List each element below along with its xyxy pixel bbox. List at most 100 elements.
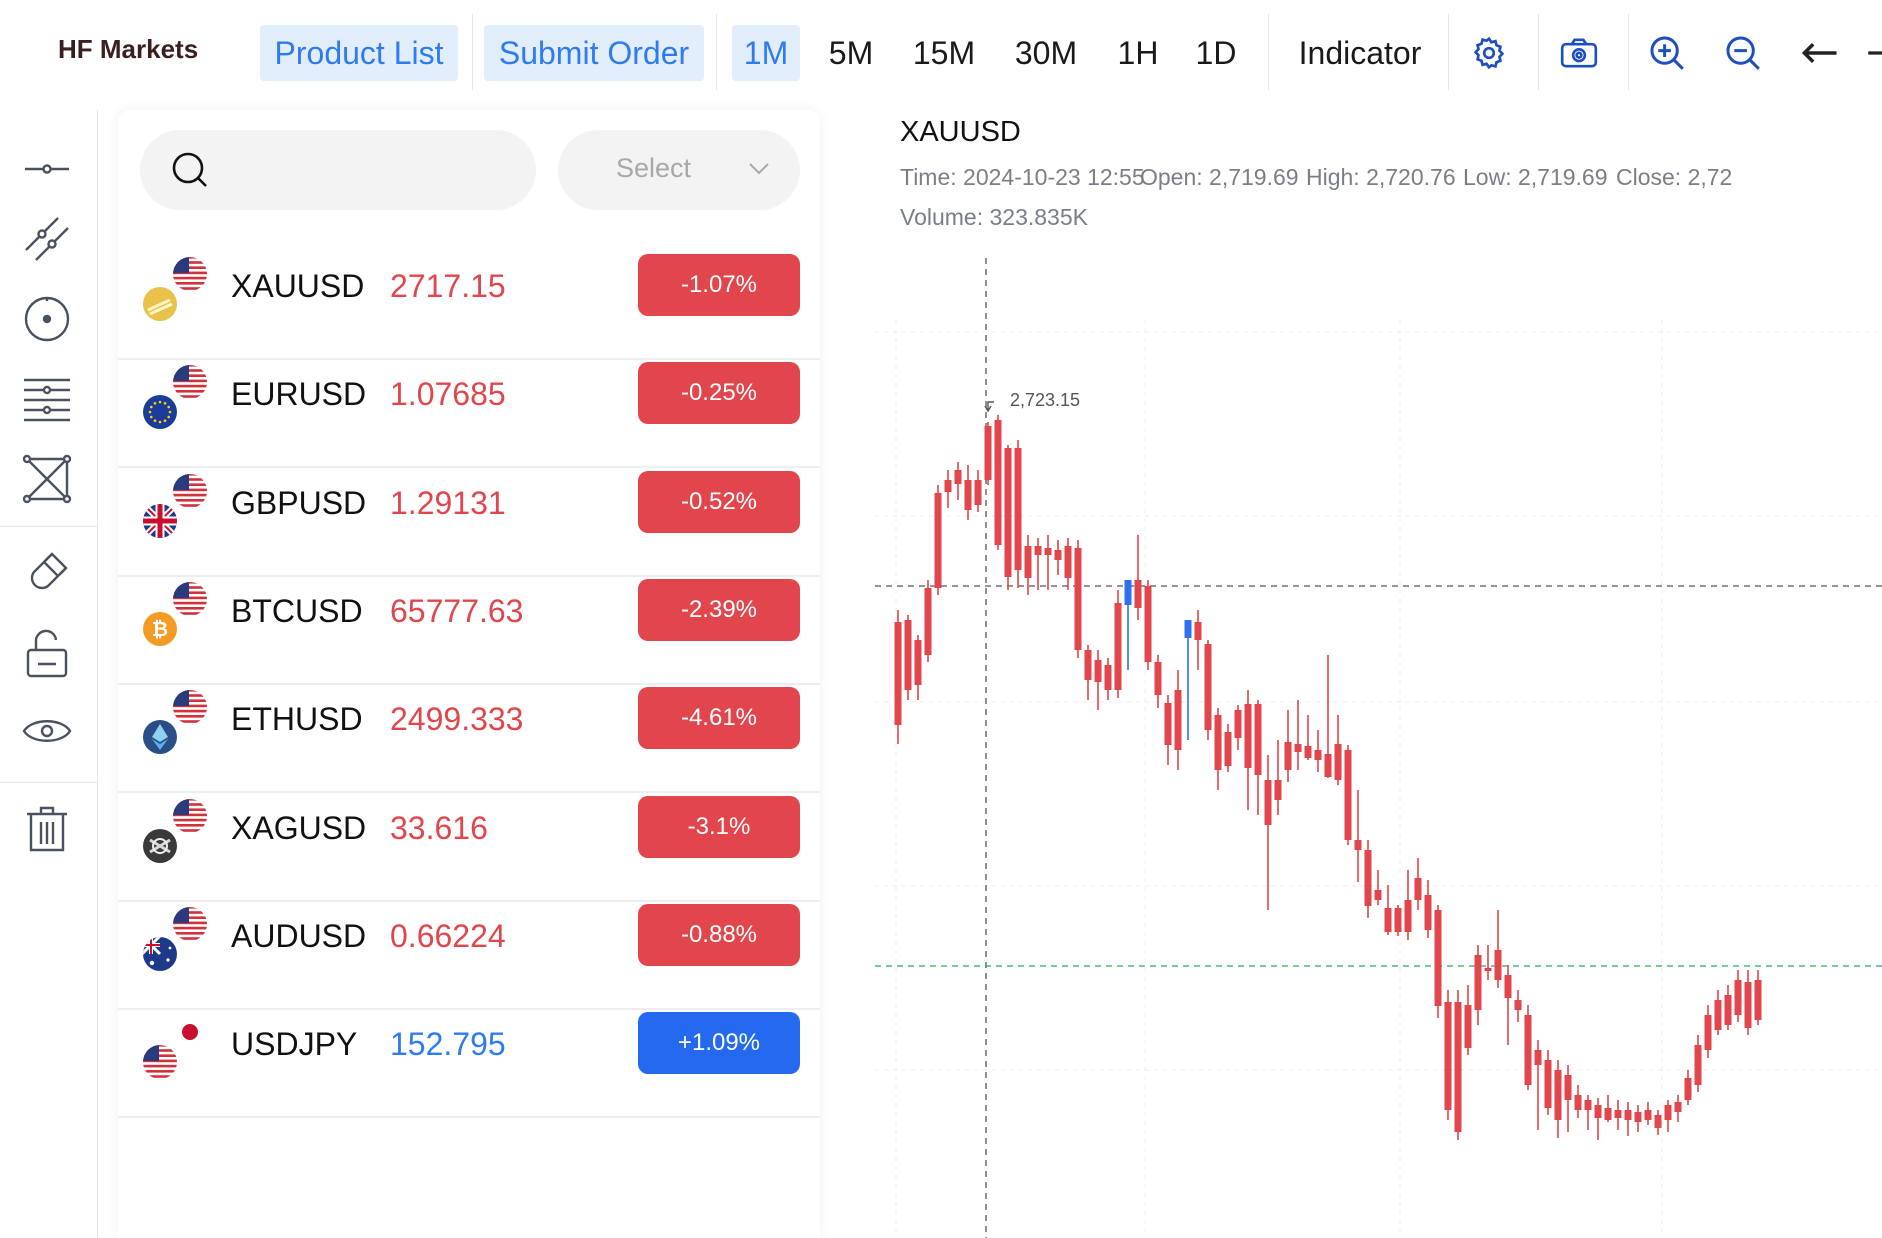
pair-flags-icon bbox=[143, 690, 207, 755]
candle-down bbox=[1374, 890, 1382, 900]
product-row-ethusd[interactable]: ETHUSD 2499.333 -4.61% bbox=[118, 663, 820, 794]
jp-flag-icon bbox=[173, 1015, 207, 1050]
product-symbol: XAGUSD bbox=[231, 809, 367, 846]
ohlc-time: Time: 2024-10-23 12:55 bbox=[900, 164, 1145, 190]
candle-down bbox=[1084, 650, 1092, 680]
scroll-left-arrow-icon[interactable] bbox=[1796, 30, 1842, 76]
product-row-usdjpy[interactable]: USDJPY 152.795 +1.09% bbox=[118, 988, 820, 1119]
horizontal-line-tool-icon[interactable] bbox=[20, 142, 74, 196]
change-badge[interactable]: -2.39% bbox=[638, 578, 800, 641]
submit-order-button[interactable]: Submit Order bbox=[484, 25, 704, 81]
candlestick-chart[interactable]: 2,723.15 XAUUSD Time: 2024-10-23 12:55 O… bbox=[840, 110, 1882, 1238]
change-badge[interactable]: -0.52% bbox=[638, 470, 800, 533]
trend-lines-tool-icon[interactable] bbox=[20, 212, 74, 266]
settings-gear-icon[interactable] bbox=[1466, 30, 1512, 76]
search-icon bbox=[172, 152, 207, 187]
toolbar-divider bbox=[1538, 14, 1539, 90]
ohlc-close: Close: 2,72 bbox=[1616, 164, 1733, 190]
product-row-xauusd[interactable]: XAUUSD 2717.15 -1.07% bbox=[118, 230, 820, 360]
pair-flags-icon bbox=[143, 1015, 207, 1080]
gold-coin-icon bbox=[143, 287, 177, 321]
indicator-button[interactable]: Indicator bbox=[1298, 35, 1422, 71]
product-symbol: AUDUSD bbox=[231, 917, 367, 954]
eye-visibility-icon[interactable] bbox=[20, 704, 74, 758]
timeframe-1d[interactable]: 1D bbox=[1195, 35, 1237, 71]
candle-down bbox=[1354, 840, 1362, 850]
us-flag-icon bbox=[173, 257, 207, 291]
product-symbol: ETHUSD bbox=[231, 701, 363, 738]
change-badge[interactable]: +1.09% bbox=[638, 1012, 800, 1075]
candle-down bbox=[1244, 704, 1252, 768]
change-badge[interactable]: -4.61% bbox=[638, 687, 800, 750]
candle-down bbox=[1094, 660, 1102, 682]
change-badge[interactable]: -1.07% bbox=[638, 254, 800, 316]
timeframe-1m[interactable]: 1M bbox=[732, 25, 800, 81]
search-input[interactable] bbox=[140, 130, 536, 210]
candle-down bbox=[1334, 744, 1342, 780]
candle-down bbox=[1324, 754, 1332, 777]
product-price: 33.616 bbox=[390, 809, 488, 846]
product-row-gbpusd[interactable]: GBPUSD 1.29131 -0.52% bbox=[118, 447, 820, 577]
candle-down bbox=[1494, 950, 1502, 980]
chart-canvas[interactable]: 2,723.15 bbox=[840, 110, 1882, 1238]
candle-up bbox=[1124, 580, 1132, 605]
fibonacci-levels-tool-icon[interactable] bbox=[20, 372, 74, 426]
trash-delete-icon[interactable] bbox=[20, 802, 74, 856]
candle-down bbox=[1424, 895, 1432, 930]
category-select[interactable]: Select bbox=[558, 130, 800, 210]
candle-down bbox=[1054, 550, 1062, 560]
drawing-tool-rail bbox=[0, 110, 98, 1238]
candle-down bbox=[924, 588, 932, 655]
xabcd-pattern-tool-icon[interactable] bbox=[20, 452, 74, 506]
candle-down bbox=[1404, 900, 1412, 932]
unlock-icon[interactable] bbox=[20, 626, 74, 680]
product-row-audusd[interactable]: AUDUSD 0.66224 -0.88% bbox=[118, 880, 820, 1010]
candle-down bbox=[1434, 910, 1442, 1006]
candle-down bbox=[1294, 744, 1302, 752]
product-row-btcusd[interactable]: ₿ BTCUSD 65777.63 -2.39% bbox=[118, 555, 820, 685]
candle-down bbox=[1274, 780, 1282, 800]
product-price: 152.795 bbox=[390, 1026, 506, 1063]
pair-flags-icon bbox=[143, 257, 207, 321]
candle-down bbox=[1254, 704, 1262, 775]
candle-down bbox=[1754, 980, 1762, 1020]
pair-flags-icon: ₿ bbox=[143, 581, 207, 646]
product-list-button[interactable]: Product List bbox=[260, 25, 458, 81]
candle-down bbox=[1534, 1050, 1542, 1065]
change-badge[interactable]: -0.25% bbox=[638, 362, 800, 425]
candle-down bbox=[1264, 780, 1272, 825]
candle-down bbox=[894, 622, 902, 725]
change-badge[interactable]: -3.1% bbox=[638, 795, 800, 858]
timeframe-1h[interactable]: 1H bbox=[1117, 35, 1159, 71]
candle-down bbox=[1364, 850, 1372, 906]
product-row-xagusd[interactable]: XAGUSD 33.616 -3.1% bbox=[118, 772, 820, 902]
timeframe-5m[interactable]: 5M bbox=[828, 35, 874, 71]
candle-down bbox=[934, 493, 942, 588]
candle-down bbox=[914, 640, 922, 685]
change-badge[interactable]: -0.88% bbox=[638, 903, 800, 966]
timeframe-15m[interactable]: 15M bbox=[912, 35, 976, 71]
rail-divider bbox=[0, 526, 98, 527]
select-label: Select bbox=[616, 153, 692, 183]
timeframe-30m[interactable]: 30M bbox=[1014, 35, 1078, 71]
us-flag-icon bbox=[143, 1045, 177, 1080]
us-flag-icon bbox=[173, 581, 207, 616]
scroll-right-arrow-icon[interactable] bbox=[1860, 30, 1882, 76]
product-symbol: USDJPY bbox=[231, 1026, 358, 1063]
candle-down bbox=[1384, 908, 1392, 932]
product-price: 0.66224 bbox=[390, 917, 506, 954]
candle-down bbox=[1484, 968, 1492, 971]
circle-tool-icon[interactable] bbox=[20, 292, 74, 346]
candle-down bbox=[974, 480, 982, 505]
candle-down bbox=[1144, 586, 1152, 662]
product-row-eurusd[interactable]: EURUSD 1.07685 -0.25% bbox=[118, 338, 820, 469]
zoom-out-icon[interactable] bbox=[1720, 30, 1766, 76]
max-price-label: 2,723.15 bbox=[1010, 390, 1080, 410]
candle-down bbox=[1174, 690, 1182, 750]
candle-down bbox=[1194, 622, 1202, 640]
zoom-in-icon[interactable] bbox=[1644, 30, 1690, 76]
us-flag-icon bbox=[173, 906, 207, 941]
camera-screenshot-icon[interactable] bbox=[1556, 30, 1602, 76]
magnet-snap-icon[interactable] bbox=[20, 546, 74, 600]
candle-down bbox=[1564, 1075, 1572, 1100]
